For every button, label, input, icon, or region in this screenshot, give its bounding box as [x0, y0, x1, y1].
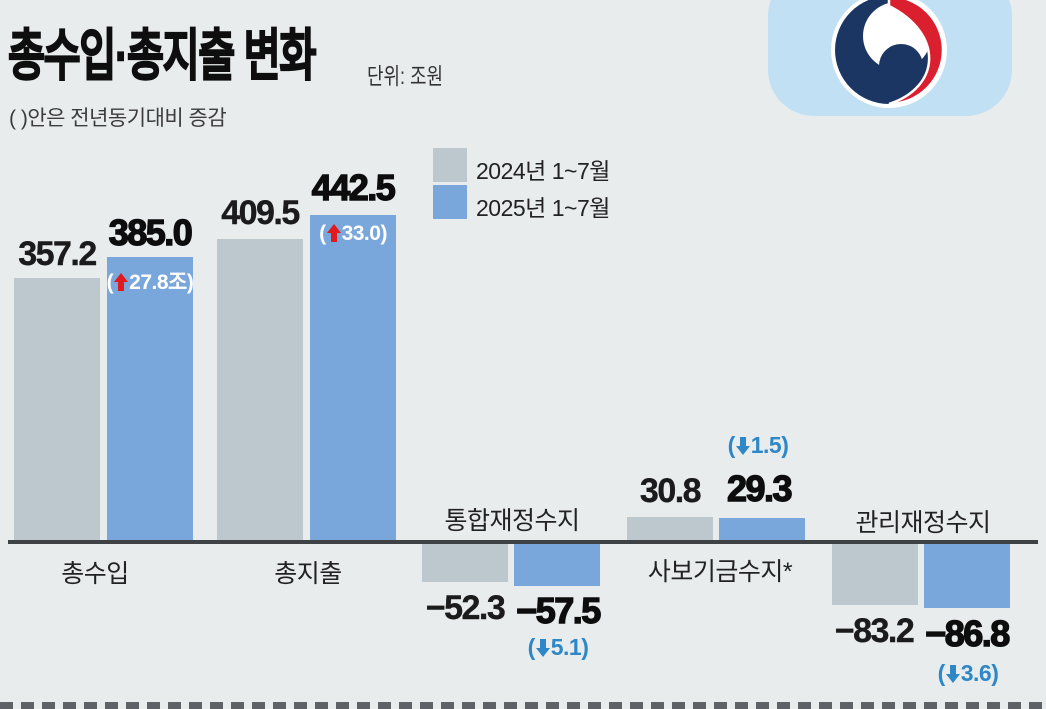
down-arrow-icon	[946, 665, 960, 683]
category-label-total-expenditure: 총지출	[274, 560, 342, 588]
bar-2024-consolidated-balance	[422, 544, 508, 582]
paren: )	[186, 271, 194, 294]
chart-title: 총수입·총지출 변화	[7, 24, 317, 87]
change-value: 27.8조	[129, 271, 187, 294]
unit-label: 단위: 조원	[367, 63, 443, 89]
category-label-consolidated-balance: 통합재정수지	[444, 507, 580, 535]
change-badge-total-expenditure: (33.0)	[307, 222, 399, 246]
zero-axis-line	[8, 540, 1038, 544]
value-label: 357.2	[18, 235, 97, 273]
bar-2025-social-security-fund	[719, 518, 805, 540]
value-label: 385.0	[108, 212, 193, 253]
legend-swatch-2024	[433, 148, 467, 182]
legend-swatch-2025	[433, 185, 467, 219]
legend-label-2024: 2024년 1~7월	[476, 158, 610, 184]
paren: )	[991, 660, 999, 686]
category-label-managed-balance: 관리재정수지	[855, 509, 991, 537]
korea-government-logo	[768, 0, 1012, 116]
change-note-managed-balance: (3.6)	[912, 660, 1024, 687]
change-value: 1.5	[750, 432, 782, 458]
paren: )	[781, 432, 789, 458]
up-arrow-icon	[114, 273, 128, 291]
legend-label-2025: 2025년 1~7월	[476, 195, 610, 221]
down-arrow-icon	[736, 437, 750, 455]
change-value: 33.0	[341, 222, 381, 245]
note-text: ( )안은 전년동기대비 증감	[9, 107, 227, 130]
value-label: −83.2	[834, 612, 915, 650]
bar-2025-total-expenditure	[310, 215, 396, 540]
bar-2025-managed-balance	[924, 544, 1010, 608]
up-arrow-icon	[327, 224, 341, 242]
bar-2024-total-revenue	[14, 278, 100, 540]
change-note-consolidated-balance: (5.1)	[502, 634, 614, 661]
down-arrow-icon	[536, 639, 550, 657]
category-label-total-revenue: 총수입	[61, 560, 129, 588]
korea-government-emblem	[831, 0, 947, 108]
value-label: −52.3	[425, 589, 506, 627]
paren: (	[319, 222, 326, 245]
bar-2024-managed-balance	[832, 544, 918, 605]
bar-2024-total-expenditure	[217, 239, 303, 540]
paren: )	[581, 634, 589, 660]
bar-2025-total-revenue	[107, 257, 193, 540]
value-label: 29.3	[726, 468, 793, 509]
change-value: 3.6	[960, 660, 992, 686]
change-badge-total-revenue: (27.8조)	[103, 266, 197, 296]
bottom-dashed-divider	[0, 702, 1046, 709]
category-label-social-security-fund: 사보기금수지*	[647, 558, 793, 586]
value-label: 409.5	[221, 194, 300, 232]
change-note-social-security-fund: (1.5)	[702, 432, 814, 459]
paren: (	[527, 634, 536, 660]
value-label: −57.5	[516, 590, 602, 631]
bar-2024-social-security-fund	[627, 517, 713, 540]
value-label: −86.8	[925, 613, 1011, 654]
paren: (	[106, 271, 114, 294]
paren: (	[727, 432, 736, 458]
value-label: 442.5	[311, 167, 396, 208]
value-label: 30.8	[639, 472, 702, 510]
paren: )	[380, 222, 387, 245]
change-value: 5.1	[550, 634, 582, 660]
paren: (	[937, 660, 946, 686]
bar-2025-consolidated-balance	[514, 544, 600, 586]
